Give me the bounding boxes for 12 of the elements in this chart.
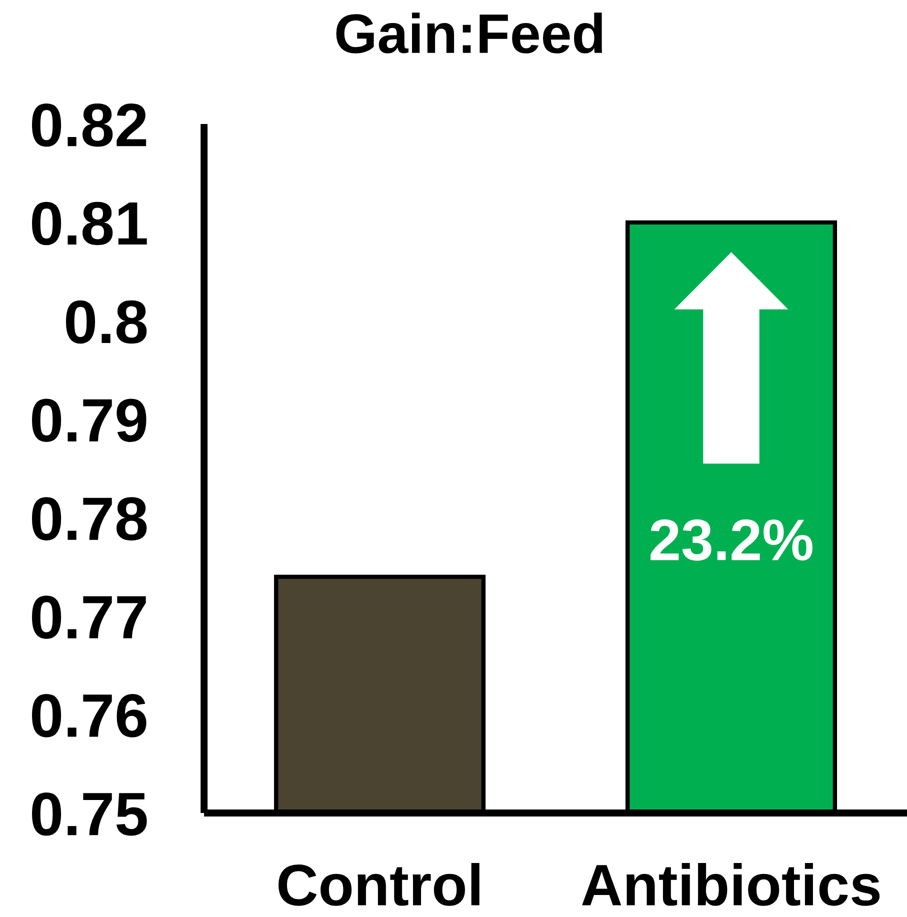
- chart-title: Gain:Feed: [336, 12, 602, 54]
- y-tick-label: 0.76: [32, 694, 146, 738]
- y-tick-label: 0.75: [32, 792, 147, 836]
- x-tick-label: Antibiotics: [582, 863, 880, 906]
- y-tick-label: 0.81: [32, 202, 147, 246]
- y-tick-label: 0.79: [32, 398, 146, 442]
- y-tick-label: 0.77: [32, 596, 146, 639]
- y-tick-label: 0.8: [66, 300, 147, 344]
- x-tick-label: Control: [278, 863, 480, 906]
- annotation: 23.2%: [650, 519, 812, 561]
- y-tick-label: 0.82: [32, 103, 146, 147]
- y-tick-label: 0.78: [32, 497, 147, 540]
